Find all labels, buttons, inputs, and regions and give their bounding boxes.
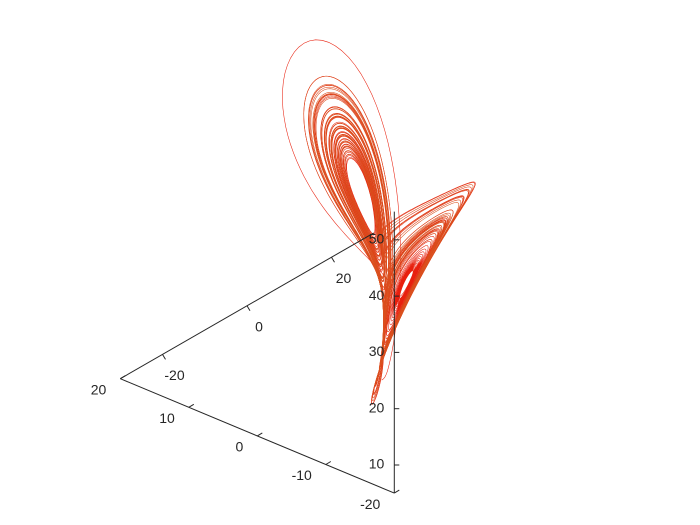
x-tick-label: 10 bbox=[159, 410, 175, 426]
y-tick-label: 20 bbox=[336, 270, 352, 286]
z-tick-label: 10 bbox=[369, 456, 385, 472]
trajectory-segment bbox=[312, 93, 474, 402]
y-tick-label: -20 bbox=[164, 367, 184, 383]
x-tick-mark bbox=[325, 461, 332, 465]
trajectory-segment bbox=[310, 88, 464, 386]
x-tick-mark bbox=[394, 489, 400, 494]
x-tick-mark bbox=[188, 403, 195, 408]
y-tick-label: 0 bbox=[255, 319, 263, 335]
y-tick-mark bbox=[162, 354, 166, 360]
trajectory-segment bbox=[303, 75, 462, 382]
y-tick-mark bbox=[331, 256, 335, 263]
x-tick-mark bbox=[257, 432, 263, 437]
axes: -20 -10 0 10 20 -20 0 20 10 20 30 40 50 bbox=[91, 211, 400, 512]
y-tick-mark bbox=[246, 305, 251, 312]
trajectory-series bbox=[282, 39, 476, 405]
x-tick-label: 0 bbox=[236, 439, 244, 455]
x-tick-label: -10 bbox=[292, 467, 312, 483]
z-tick-label: 30 bbox=[369, 343, 385, 359]
z-tick-label: 40 bbox=[369, 287, 385, 303]
trajectory-segment bbox=[282, 39, 427, 381]
x-axis-line bbox=[120, 378, 395, 494]
z-tick-label: 50 bbox=[369, 231, 385, 247]
x-tick-label: -20 bbox=[360, 496, 380, 512]
x-tick-label: 20 bbox=[91, 381, 107, 397]
z-tick-label: 20 bbox=[369, 399, 385, 415]
